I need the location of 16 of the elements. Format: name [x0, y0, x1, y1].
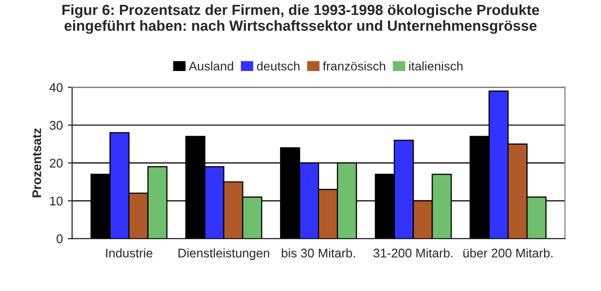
x-tick-label: bis 30 Mitarb.	[282, 248, 355, 258]
y-axis-title: Prozentsatz	[32, 128, 42, 198]
y-tick-label: 40	[49, 83, 63, 92]
legend-label: deutsch	[256, 61, 300, 71]
y-tick-label: 0	[56, 234, 63, 244]
chart-title: Figur 6: Prozentsatz der Firmen, die 1993-1998 ökologische Produkte eingeführt haben: nach Wirtschaftssektor und Unternehmensgrösse	[62, 4, 540, 34]
y-tick-label: 20	[50, 158, 63, 168]
y-tick-label: 10	[50, 196, 63, 206]
x-tick-label: Industrie	[106, 248, 152, 258]
legend-label: Ausland	[188, 61, 234, 71]
x-tick-label: Dienstleistungen	[178, 248, 270, 260]
legend-label: italienisch	[409, 61, 462, 71]
legend-label: französisch	[322, 61, 386, 71]
x-tick-label: über 200 Mitarb.	[463, 248, 552, 258]
x-tick-label: 31-200 Mitarb.	[373, 248, 452, 258]
y-tick-label: 30	[50, 120, 63, 130]
